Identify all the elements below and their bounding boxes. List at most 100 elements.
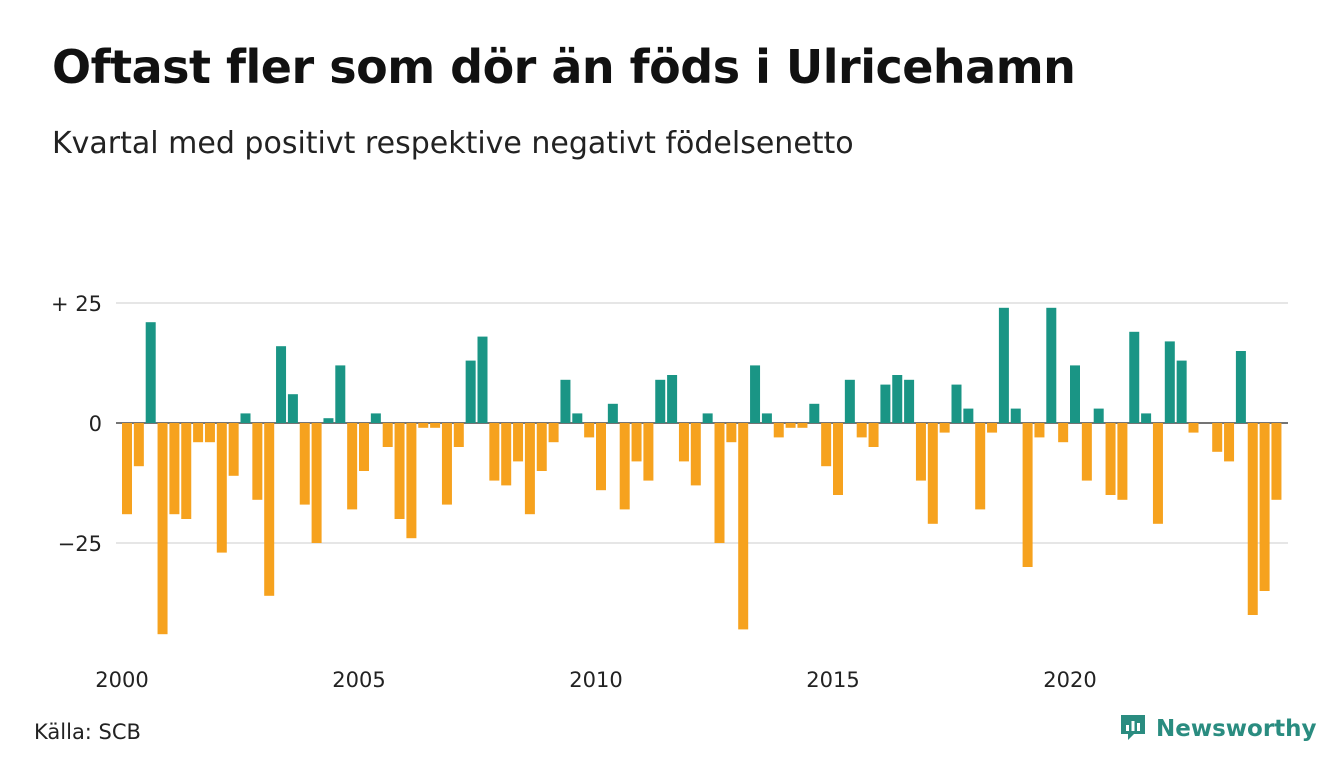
bar-2015-q1 [833, 423, 843, 495]
bar-2021-q3 [1141, 413, 1152, 423]
bar-2013-q2 [750, 365, 761, 423]
bar-2004-q4 [347, 423, 358, 510]
bar-2007-q3 [477, 336, 488, 423]
x-tick-label: 2020 [1043, 668, 1096, 692]
bar-2004-q1 [311, 423, 322, 543]
bar-2006-q1 [406, 423, 417, 539]
bar-2023-q2 [1224, 423, 1235, 462]
bar-2001-q1 [169, 423, 180, 515]
bar-2003-q3 [287, 394, 298, 423]
bar-2008-q4 [536, 423, 547, 471]
newsworthy-logo[interactable]: Newsworthy [1118, 712, 1317, 746]
bar-2018-q2 [987, 423, 998, 433]
bar-2001-q3 [193, 423, 204, 443]
x-axis-ticks: 2000 2005 2010 2015 2020 [95, 668, 1096, 692]
bar-2010-q4 [631, 423, 642, 462]
bar-2023-q3 [1235, 351, 1246, 423]
bar-2020-q2 [1081, 423, 1092, 481]
bar-2019-q2 [1034, 423, 1045, 438]
bar-2018-q4 [1010, 408, 1021, 423]
bar-2011-q4 [678, 423, 689, 462]
bar-2017-q1 [927, 423, 938, 524]
bar-2014-q1 [785, 423, 796, 428]
y-tick-label: + 25 [51, 292, 102, 316]
bar-2019-q3 [1046, 307, 1057, 423]
bar-2008-q3 [524, 423, 535, 515]
bar-2001-q4 [204, 423, 215, 443]
bar-2004-q2 [323, 418, 334, 423]
bar-2010-q1 [596, 423, 606, 491]
bar-2021-q4 [1152, 423, 1163, 524]
bar-2006-q2 [418, 423, 429, 428]
bar-2017-q4 [963, 408, 974, 423]
bar-2002-q1 [216, 423, 227, 553]
bar-2009-q1 [548, 423, 559, 443]
bar-2004-q3 [335, 365, 346, 423]
bar-2016-q1 [880, 384, 891, 423]
bar-2000-q3 [145, 322, 156, 423]
bar-2011-q2 [655, 379, 666, 423]
x-tick-label: 2000 [95, 668, 148, 692]
bar-2007-q2 [465, 360, 476, 423]
bar-2020-q3 [1093, 408, 1104, 423]
bar-2020-q4 [1105, 423, 1116, 495]
bar-2011-q1 [643, 423, 654, 481]
bar-2018-q1 [975, 423, 986, 510]
bar-2010-q2 [607, 403, 618, 423]
bar-2016-q2 [892, 375, 903, 423]
bar-2014-q2 [797, 423, 808, 428]
bar-2005-q3 [382, 423, 393, 447]
chart-subtitle: Kvartal med positivt respektive negativt… [52, 126, 854, 161]
newsworthy-logo-text: Newsworthy [1156, 716, 1317, 742]
bar-2000-q4 [157, 423, 168, 635]
newsworthy-logo-icon [1118, 712, 1148, 746]
bar-2015-q3 [856, 423, 867, 438]
x-tick-label: 2015 [806, 668, 859, 692]
bar-2001-q2 [181, 423, 192, 519]
bar-2012-q2 [702, 413, 713, 423]
bar-2024-q1 [1259, 423, 1270, 591]
bar-2014-q3 [809, 403, 820, 423]
bar-2016-q4 [915, 423, 926, 481]
bar-2003-q2 [276, 346, 287, 423]
bar-2022-q2 [1176, 360, 1187, 423]
bar-2011-q3 [667, 375, 678, 423]
bar-2005-q2 [370, 413, 381, 423]
bar-2012-q1 [690, 423, 701, 486]
bar-2012-q4 [726, 423, 737, 443]
y-axis-ticks: + 25 0 −25 [51, 292, 102, 556]
bar-2007-q1 [453, 423, 464, 447]
bar-2003-q4 [299, 423, 310, 505]
bar-2005-q1 [359, 423, 369, 471]
bar-2013-q4 [773, 423, 784, 438]
bar-2015-q2 [844, 379, 855, 423]
bar-2019-q1 [1022, 423, 1033, 567]
bar-2006-q3 [430, 423, 441, 428]
bar-2017-q2 [939, 423, 950, 433]
bar-2010-q3 [619, 423, 630, 510]
bar-2002-q2 [228, 423, 239, 476]
bar-2018-q3 [998, 307, 1009, 423]
bar-2021-q2 [1129, 331, 1140, 423]
chart-title: Oftast fler som dör än föds i Ulricehamn [52, 40, 1076, 94]
bar-2021-q1 [1117, 423, 1128, 500]
x-tick-label: 2010 [569, 668, 622, 692]
source-note: Källa: SCB [34, 720, 141, 744]
bar-2024-q2 [1271, 423, 1282, 500]
bar-2013-q1 [738, 423, 749, 630]
bar-2003-q1 [264, 423, 275, 596]
bar-2009-q3 [572, 413, 583, 423]
bar-2008-q1 [501, 423, 512, 486]
bar-2006-q4 [441, 423, 452, 505]
y-tick-label: 0 [89, 412, 102, 436]
bar-2000-q2 [133, 423, 144, 467]
y-tick-label: −25 [58, 532, 102, 556]
bar-2007-q4 [489, 423, 500, 481]
bar-2013-q3 [761, 413, 772, 423]
bar-2005-q4 [394, 423, 405, 519]
gridlines [116, 302, 1288, 544]
bar-2009-q2 [560, 379, 571, 423]
bar-2015-q4 [868, 423, 879, 447]
bar-2017-q3 [951, 384, 962, 423]
